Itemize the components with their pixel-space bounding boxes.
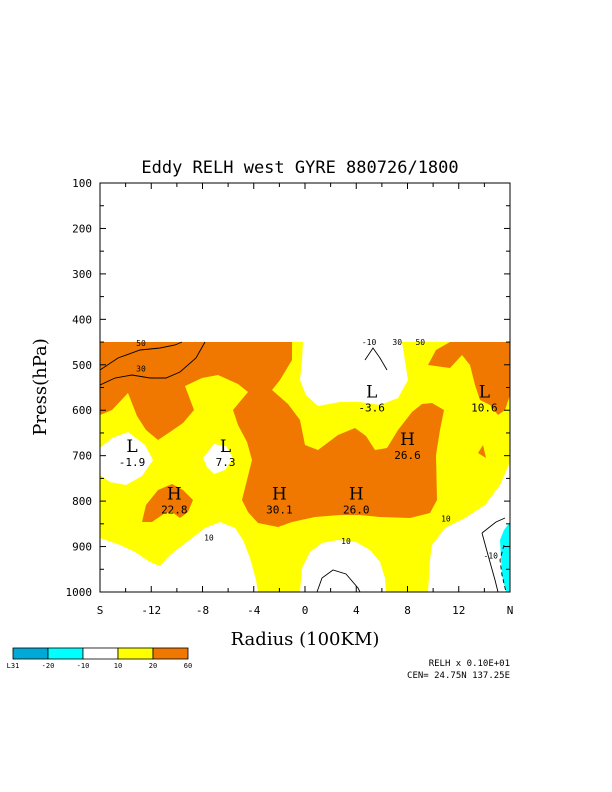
fill-white-l19 bbox=[100, 432, 153, 485]
contour-line-br bbox=[481, 517, 506, 534]
x-tick-label: 12 bbox=[452, 604, 465, 617]
x-tick-label: -4 bbox=[247, 604, 261, 617]
scale-note: RELH x 0.10E+01 bbox=[429, 659, 510, 669]
contour-label: 30 bbox=[392, 338, 402, 347]
extremum-value: -1.9 bbox=[119, 456, 146, 469]
y-tick-label: 100 bbox=[72, 177, 92, 190]
color-scale-label: 10 bbox=[114, 662, 122, 670]
contour-line-50 bbox=[100, 341, 183, 371]
contour-label: -10 bbox=[362, 338, 377, 347]
extremum-H: H bbox=[272, 485, 287, 505]
y-tick-label: 800 bbox=[72, 495, 92, 508]
y-tick-label: 700 bbox=[72, 450, 92, 463]
extremum-H: H bbox=[400, 430, 415, 450]
extremum-value: 26.0 bbox=[343, 504, 370, 517]
y-tick-label: 300 bbox=[72, 268, 92, 281]
contour-line-dash bbox=[499, 544, 507, 592]
color-scale-label: -20 bbox=[42, 662, 55, 670]
fill-orange-h228 bbox=[142, 484, 193, 522]
extremum-value: -3.6 bbox=[358, 401, 385, 414]
extremum-H: H bbox=[349, 485, 364, 505]
extremum-L: L bbox=[220, 437, 231, 457]
y-tick-label: 600 bbox=[72, 404, 92, 417]
extremum-value: 10.6 bbox=[471, 401, 498, 414]
contour-line-30 bbox=[100, 341, 206, 386]
extremum-value: 7.3 bbox=[216, 456, 236, 469]
fill-white-l73 bbox=[203, 444, 233, 474]
fill-orange-main bbox=[100, 342, 444, 527]
x-axis-label: Radius (100KM) bbox=[231, 629, 380, 650]
x-tick-label: -12 bbox=[141, 604, 161, 617]
contour-label: -10 bbox=[484, 552, 499, 561]
color-scale-label: -10 bbox=[77, 662, 90, 670]
contour-label-group: 50 30 -10 30 50 10 10 10 -10 bbox=[136, 338, 498, 561]
y-tick-label: 400 bbox=[72, 313, 92, 326]
extremum-value: 30.1 bbox=[266, 504, 293, 517]
extremum-L: L bbox=[479, 382, 490, 402]
fill-white-l36 bbox=[300, 342, 408, 406]
contour-label: 50 bbox=[415, 338, 425, 347]
contour-line-neg10 bbox=[364, 347, 388, 371]
fill-white-bl bbox=[100, 522, 258, 592]
x-tick-label: 4 bbox=[353, 604, 360, 617]
y-tick-label: 500 bbox=[72, 359, 92, 372]
contour-label: 10 bbox=[441, 514, 451, 523]
color-scale-swatch bbox=[47, 647, 84, 660]
y-tick-label: 900 bbox=[72, 541, 92, 554]
chart-title: Eddy RELH west GYRE 880726/1800 bbox=[141, 158, 458, 178]
fill-orange-spot bbox=[478, 445, 486, 458]
contour-line-br2 bbox=[481, 532, 499, 592]
contour-lines bbox=[100, 341, 507, 592]
color-scale-swatch bbox=[12, 647, 49, 660]
color-scale-swatch bbox=[152, 647, 189, 660]
color-scale-label: 60 bbox=[184, 662, 192, 670]
y-axis-label: Press(hPa) bbox=[30, 338, 51, 436]
fill-orange-right bbox=[428, 342, 510, 415]
extremum-L: L bbox=[366, 382, 377, 402]
fill-cyan bbox=[500, 522, 510, 592]
y-tick-label: 200 bbox=[72, 222, 92, 235]
extremum-value: 26.6 bbox=[394, 449, 421, 462]
contour-label: 10 bbox=[341, 537, 351, 546]
contour-label: 50 bbox=[136, 339, 146, 348]
x-axis: S -12 -8 -4 0 4 8 12 N bbox=[97, 183, 514, 617]
x-tick-label: 8 bbox=[404, 604, 411, 617]
color-scale-label: 20 bbox=[149, 662, 157, 670]
extremum-value: 22.8 bbox=[161, 504, 188, 517]
y-axis: 100 200 300 400 500 600 700 800 900 1000 bbox=[66, 177, 510, 599]
extremum-H: H bbox=[167, 485, 182, 505]
contour-label: 30 bbox=[136, 364, 146, 373]
extremum-L: L bbox=[126, 437, 137, 457]
x-tick-label: 0 bbox=[302, 604, 309, 617]
y-tick-label: 1000 bbox=[66, 586, 93, 599]
x-tick-label: -8 bbox=[196, 604, 209, 617]
color-scale-swatch bbox=[82, 647, 119, 660]
color-scale-swatch bbox=[117, 647, 154, 660]
x-tick-label: S bbox=[97, 604, 104, 617]
contour-fills bbox=[100, 342, 510, 592]
center-coordinates: CEN= 24.75N 137.25E bbox=[407, 671, 510, 681]
x-tick-label: N bbox=[507, 604, 514, 617]
contour-label: 10 bbox=[204, 533, 214, 542]
color-scale-label: L31 bbox=[7, 662, 20, 670]
color-scale-legend: L31 -20 -10 10 20 60 bbox=[7, 647, 192, 670]
contour-line-bm bbox=[316, 569, 361, 592]
